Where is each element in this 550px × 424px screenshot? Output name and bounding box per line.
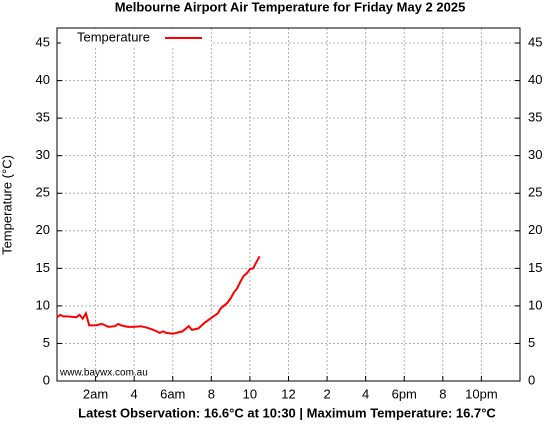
y-tick-label: 40 (36, 72, 50, 87)
legend-label: Temperature (77, 29, 150, 44)
x-tick-label: 2 (323, 386, 330, 401)
y2-tick-label: 40 (528, 72, 542, 87)
chart-title: Melbourne Airport Air Temperature for Fr… (115, 0, 466, 14)
x-tick-label: 10pm (465, 386, 498, 401)
plot-frame (56, 27, 521, 382)
y-axis-label: Temperature (°C) (0, 155, 14, 255)
y-tick-label: 20 (36, 222, 50, 237)
x-tick-label: 2am (83, 386, 108, 401)
footer: Latest Observation: 16.6°C at 10:30 | Ma… (78, 405, 496, 420)
x-tick-label: 4 (131, 386, 138, 401)
y2-tick-label: 30 (528, 147, 542, 162)
x-tick-label: 8 (208, 386, 215, 401)
x-tick-label: 10 (243, 386, 257, 401)
x-tick-label: 12 (281, 386, 295, 401)
x-tick-label: 6pm (392, 386, 417, 401)
y2-tick-label: 10 (528, 297, 542, 312)
y-tick-label: 30 (36, 147, 50, 162)
watermark: www.baywx.com.au (59, 368, 148, 379)
y-tick-label: 15 (36, 260, 50, 275)
y-tick-label: 25 (36, 185, 50, 200)
y2-tick-label: 45 (528, 34, 542, 49)
legend-box (61, 29, 211, 47)
y2-tick-label: 0 (528, 372, 535, 387)
y-tick-label: 5 (43, 335, 50, 350)
y2-tick-label: 5 (528, 335, 535, 350)
y-tick-label: 35 (36, 110, 50, 125)
y-tick-label: 10 (36, 297, 50, 312)
x-tick-label: 8 (439, 386, 446, 401)
x-tick-label: 6am (160, 386, 185, 401)
y2-tick-label: 35 (528, 110, 542, 125)
y2-tick-label: 20 (528, 222, 542, 237)
y-tick-label: 45 (36, 34, 50, 49)
y2-tick-label: 15 (528, 260, 542, 275)
y-tick-label: 0 (43, 372, 50, 387)
x-tick-label: 4 (362, 386, 369, 401)
data-line (56, 255, 261, 335)
y2-tick-label: 25 (528, 185, 542, 200)
